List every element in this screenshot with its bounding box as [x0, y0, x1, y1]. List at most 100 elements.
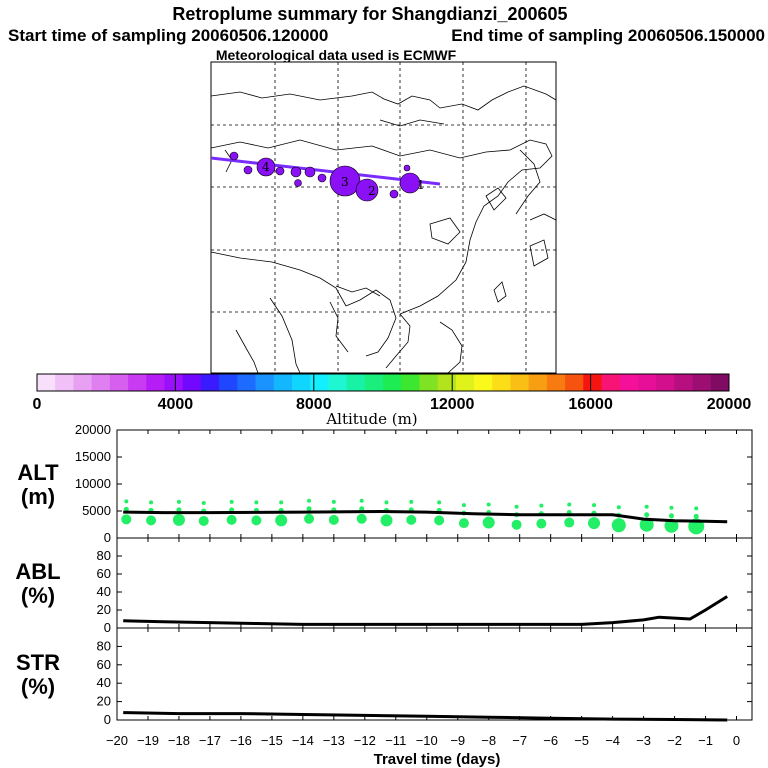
alt-marker [304, 513, 315, 524]
alt-marker [124, 499, 129, 504]
altitude-colorbar [36, 373, 730, 392]
x-tick-label: −11 [385, 733, 406, 748]
x-tick-label: 0 [733, 733, 740, 748]
colorbar-tick-labels: 0 4000 8000 12000 16000 20000 [33, 396, 752, 413]
x-tick-label: −8 [481, 733, 496, 748]
alt-marker [437, 500, 442, 505]
colorbar-swatch [692, 374, 712, 391]
series-line-alt [123, 509, 728, 524]
x-tick-label: −2 [667, 733, 682, 748]
panel-frame [116, 627, 753, 721]
y-tick-label: 15000 [75, 449, 111, 464]
track-blob [304, 166, 316, 178]
alt-marker [384, 500, 389, 505]
y-tick-label: 0 [104, 530, 111, 545]
map-panel: 1 2 3 4 [210, 61, 557, 374]
colorbar-swatch [255, 374, 275, 391]
y-tick-label: 0 [104, 712, 111, 727]
x-tick-label: −7 [512, 733, 527, 748]
colorbar-label: Altitude (m) [325, 410, 417, 428]
colorbar-swatch [510, 374, 530, 391]
alt-marker [201, 500, 206, 505]
track-label-3: 3 [341, 175, 349, 189]
x-tick-label: −17 [199, 733, 221, 748]
x-tick-label: −10 [416, 733, 438, 748]
alt-marker [359, 498, 364, 503]
track-blob [403, 164, 411, 172]
colorbar-swatch [637, 374, 657, 391]
colorbar-tick-label: 20000 [707, 396, 752, 413]
colorbar-tick-label: 16000 [568, 396, 613, 413]
colorbar-swatch [419, 374, 439, 391]
colorbar-swatch [583, 374, 603, 391]
alt-marker [461, 503, 466, 508]
colorbar-swatch [182, 374, 202, 391]
panel-ylabel: ABL [15, 559, 60, 584]
track-blob [329, 165, 361, 197]
alt-marker [588, 517, 601, 530]
y-tick-label: 5000 [82, 503, 111, 518]
panel-ylabel-unit: (%) [21, 674, 55, 699]
x-tick-label: −16 [230, 733, 252, 748]
alt-marker [380, 514, 393, 527]
alt-marker [669, 505, 674, 510]
alt-marker [356, 513, 367, 524]
panel-ylabel: STR [16, 650, 60, 675]
x-tick-label: −18 [168, 733, 190, 748]
colorbar-swatch [710, 374, 730, 391]
alt-marker [123, 506, 129, 512]
track-blob [229, 151, 239, 161]
alt-marker [328, 514, 339, 525]
colorbar-swatch [492, 374, 511, 391]
alt-marker [694, 506, 699, 511]
alt-marker [644, 504, 649, 509]
x-tick-label: −1 [698, 733, 713, 748]
alt-marker [486, 502, 491, 507]
alt-marker [409, 499, 414, 504]
alt-marker [536, 518, 547, 529]
track-label-4: 4 [262, 160, 270, 174]
colorbar-swatch [601, 374, 621, 391]
track-blob [290, 166, 302, 178]
panel-abl: 0 20 40 60 80 ABL(%) [15, 537, 753, 635]
alt-marker [359, 506, 365, 512]
met-data-text: Meteorological data used is ECMWF [216, 47, 457, 63]
track-blob [294, 179, 302, 187]
track-labels: 1 2 3 4 [262, 160, 425, 198]
panel-ylabel: ALT [17, 460, 59, 485]
alt-marker [172, 513, 185, 526]
colorbar-swatch [73, 374, 93, 391]
alt-marker [639, 517, 654, 532]
y-tick-label: 10000 [75, 476, 111, 491]
x-tick-label: −13 [323, 733, 345, 748]
y-tick-label: 60 [97, 657, 111, 672]
alt-marker [567, 502, 572, 507]
x-tick-label: −20 [106, 733, 128, 748]
colorbar-swatch [528, 374, 548, 391]
colorbar-swatch [310, 374, 329, 391]
colorbar-swatch [546, 374, 566, 391]
colorbar-swatch [200, 374, 220, 391]
track-blob [317, 173, 327, 183]
series-line-abl [123, 595, 728, 626]
panel-ylabel-unit: (%) [21, 583, 55, 608]
colorbar-swatch [55, 374, 74, 391]
colorbar-swatch [109, 374, 129, 391]
alt-marker [306, 506, 312, 512]
colorbar-swatch [164, 374, 184, 391]
alt-marker [176, 499, 181, 504]
colorbar-swatch [37, 374, 56, 391]
colorbar-swatch [383, 374, 402, 391]
colorbar-swatch [346, 374, 366, 391]
x-tick-label: −9 [450, 733, 465, 748]
colorbar-swatch [474, 374, 493, 391]
alt-marker [275, 514, 288, 527]
y-tick-label: 40 [97, 675, 111, 690]
track-blob [399, 172, 421, 194]
colorbar-swatch [455, 374, 475, 391]
y-tick-label: 20 [97, 602, 111, 617]
track-label-2: 2 [368, 184, 376, 198]
chart-title: Retroplume summary for Shangdianzi_20060… [172, 4, 567, 24]
track-label-1: 1 [417, 178, 425, 192]
